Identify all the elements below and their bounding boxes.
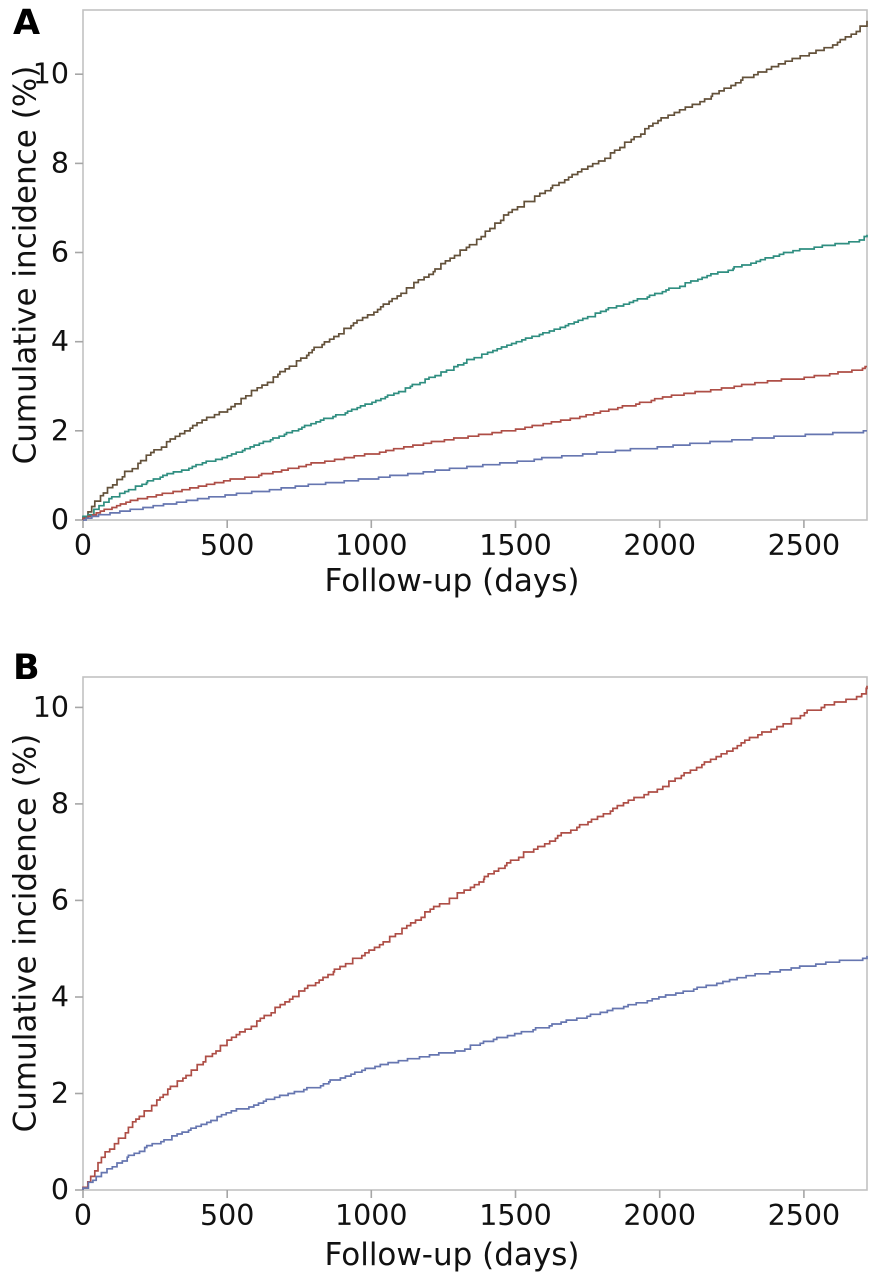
panel-b-y-axis-title: Cumulative incidence (%) — [7, 733, 44, 1133]
panel-a-label: A — [13, 3, 41, 43]
y-tick-label: 4 — [51, 325, 69, 358]
panel-a-x-axis-title: Follow-up (days) — [324, 563, 580, 599]
x-tick-label: 1000 — [335, 1199, 408, 1232]
panel-b-x-axis-title: Follow-up (days) — [324, 1237, 580, 1273]
x-tick-label: 0 — [74, 1199, 92, 1232]
y-tick-label: 6 — [51, 236, 69, 269]
x-tick-label: 2500 — [768, 1199, 841, 1232]
x-tick-label: 500 — [200, 1199, 254, 1232]
panel-b-frame — [82, 676, 868, 1191]
y-tick-label: 0 — [51, 504, 69, 537]
panel-a-curve-blue — [83, 429, 867, 521]
y-tick-label: 2 — [51, 414, 69, 447]
panel-a-frame — [82, 9, 868, 521]
panel-a-curve-red — [82, 365, 867, 521]
panel-b-curve-blue — [82, 955, 868, 1190]
panel-b-curve-red — [82, 685, 868, 1190]
y-tick-label: 10 — [33, 58, 69, 91]
x-tick-label: 2500 — [768, 529, 841, 562]
y-tick-label: 8 — [51, 787, 69, 820]
x-tick-label: 1500 — [479, 529, 552, 562]
y-tick-label: 6 — [51, 884, 69, 917]
x-tick-label: 500 — [200, 529, 254, 562]
panel-a-y-axis-title: Cumulative incidence (%) — [7, 65, 44, 465]
y-tick-label: 4 — [51, 981, 69, 1014]
x-tick-label: 1500 — [479, 1199, 552, 1232]
y-tick-label: 10 — [33, 691, 69, 724]
panel-a-curve-teal — [82, 234, 868, 519]
x-tick-label: 0 — [74, 529, 92, 562]
y-tick-label: 2 — [51, 1077, 69, 1110]
x-tick-label: 2000 — [623, 529, 696, 562]
x-tick-label: 1000 — [335, 529, 408, 562]
panel-b-label: B — [13, 648, 40, 688]
y-tick-label: 8 — [51, 147, 69, 180]
y-tick-label: 0 — [51, 1174, 69, 1207]
panel-a-curve-brown — [82, 20, 868, 520]
x-tick-label: 2000 — [623, 1199, 696, 1232]
